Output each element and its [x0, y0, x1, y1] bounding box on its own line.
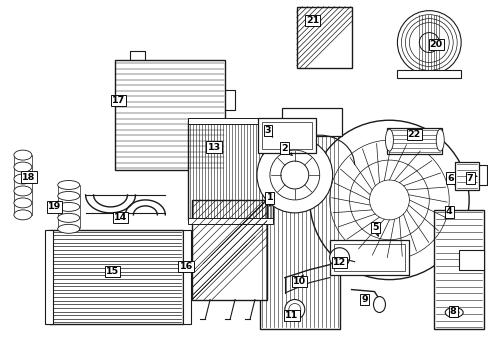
Circle shape	[309, 120, 468, 280]
Circle shape	[256, 137, 332, 213]
Bar	[188, 218, 272, 224]
Text: 12: 12	[332, 258, 346, 267]
Text: 11: 11	[285, 311, 298, 320]
Bar	[45, 230, 53, 324]
Bar	[188, 120, 272, 220]
Bar	[262, 122, 311, 149]
Text: 2: 2	[281, 144, 287, 153]
Bar	[433, 210, 483, 329]
Bar	[49, 230, 183, 324]
Text: 7: 7	[466, 174, 472, 183]
Ellipse shape	[14, 198, 32, 208]
Bar	[281, 108, 341, 136]
Circle shape	[419, 32, 438, 53]
Text: 4: 4	[445, 207, 451, 216]
Ellipse shape	[14, 210, 32, 220]
Text: 5: 5	[371, 223, 378, 232]
Text: 9: 9	[361, 295, 367, 304]
Text: 22: 22	[407, 130, 420, 139]
Bar	[188, 118, 272, 124]
Bar	[192, 200, 266, 300]
Text: 1: 1	[266, 193, 273, 202]
Bar	[258, 118, 315, 153]
Text: 13: 13	[207, 143, 220, 152]
Text: 19: 19	[48, 202, 61, 211]
Text: 8: 8	[449, 307, 456, 316]
Ellipse shape	[58, 192, 80, 201]
Bar	[329, 240, 408, 275]
Text: 6: 6	[446, 174, 452, 183]
Text: 14: 14	[114, 213, 127, 222]
Bar	[386, 128, 441, 154]
Bar	[115, 60, 224, 170]
Ellipse shape	[14, 162, 32, 172]
Text: 16: 16	[179, 262, 192, 271]
Bar	[458, 250, 483, 270]
Ellipse shape	[14, 150, 32, 160]
Text: 18: 18	[22, 172, 36, 181]
Ellipse shape	[58, 224, 80, 233]
Ellipse shape	[14, 174, 32, 184]
Bar	[296, 7, 351, 68]
Ellipse shape	[58, 180, 80, 189]
Bar	[333, 244, 405, 271]
Text: 3: 3	[264, 126, 271, 135]
Bar	[397, 71, 460, 78]
Ellipse shape	[58, 202, 80, 211]
Circle shape	[329, 248, 349, 268]
Text: 20: 20	[429, 40, 442, 49]
Ellipse shape	[444, 307, 462, 318]
Ellipse shape	[435, 129, 443, 151]
Text: 21: 21	[305, 16, 319, 25]
Circle shape	[285, 300, 304, 319]
Circle shape	[397, 11, 460, 75]
Ellipse shape	[14, 186, 32, 196]
Ellipse shape	[373, 297, 385, 312]
Ellipse shape	[385, 129, 393, 151]
Bar	[454, 162, 478, 190]
Bar	[183, 230, 191, 324]
Text: 10: 10	[293, 277, 305, 286]
Ellipse shape	[58, 213, 80, 222]
Bar	[260, 130, 339, 329]
Text: 15: 15	[106, 267, 119, 276]
Circle shape	[280, 161, 308, 189]
Text: 17: 17	[112, 96, 125, 105]
